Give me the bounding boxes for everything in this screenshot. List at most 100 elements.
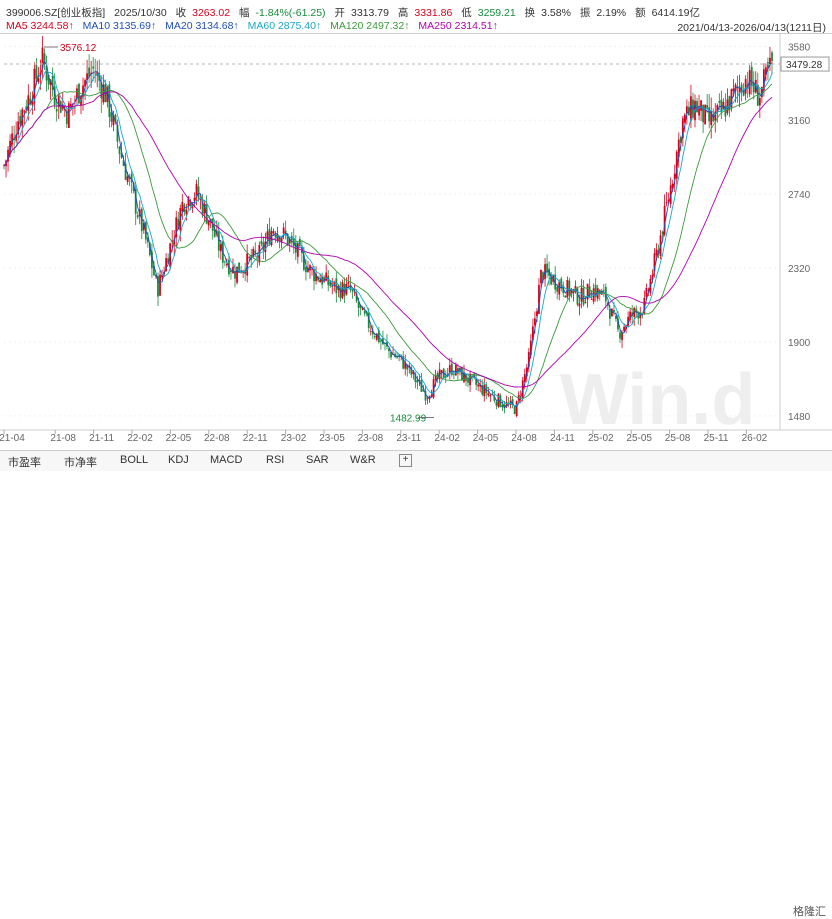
candle-body [479,384,482,387]
ma60-value: MA60 2875.40↑ [247,20,322,32]
candle-body [92,66,95,69]
candle-body [254,250,257,254]
candle-body [351,289,354,292]
candle-body [65,110,68,124]
candle-body [683,114,686,123]
wind-logo: Win.d [560,360,755,440]
candle-body [377,330,380,343]
candle-body [531,326,534,341]
candle-body [361,307,364,311]
candle-body [675,151,678,179]
candle-body [13,138,16,140]
candle-body [284,230,287,234]
candle-body [534,318,536,326]
candle-body [692,99,694,118]
candle-body [29,98,32,105]
candle-body [663,205,666,235]
high-label: 高 [397,7,409,19]
candle-body [234,270,236,279]
candle-body [501,405,504,408]
candle-body [432,379,435,398]
candle-body [643,297,646,314]
tab-pe[interactable]: 市盈率 [8,457,41,469]
candle-body [527,351,530,367]
candle-body [615,315,617,319]
x-tick-label: 22-05 [166,433,192,444]
candle-body [653,253,656,272]
tab-wr[interactable]: W&R [350,454,376,466]
high-value: 3331.86 [414,7,453,19]
candle-body [313,270,315,282]
tab-rsi[interactable]: RSI [266,454,285,466]
candle-body [155,274,157,277]
candle-body [219,244,222,252]
candle-body [369,330,372,332]
x-tick-label: 25-11 [704,433,729,444]
x-tick-label: 25-05 [626,433,652,444]
ma-row: MA5 3244.58↑ MA10 3135.69↑ MA20 3134.68↑… [6,20,504,32]
candle-body [203,203,206,214]
ma120-line [3,83,773,399]
amount-value: 6414.19亿 [651,7,701,19]
candle-body [118,146,121,154]
candle-body [602,289,605,291]
candle-body [582,287,585,305]
candle-body [760,86,763,98]
candle-body [106,86,109,102]
add-tab-button[interactable]: + [399,454,412,467]
candle-body [667,199,670,202]
candle-body [414,373,417,382]
candle-body [61,104,64,109]
candle-body [483,384,486,397]
candle-body [748,70,751,95]
candle-body [475,379,478,385]
candle-body [335,278,338,294]
candle-body [134,188,137,214]
candle-body [477,384,480,387]
candle-body [270,231,273,246]
candle-body [511,399,514,405]
candle-body [27,95,30,112]
candle-body [651,275,654,280]
candle-body [55,109,58,112]
candle-body [728,96,731,111]
candle-body [238,262,240,273]
candle-body [280,237,283,242]
candle-body [513,406,516,415]
ma250-value: MA250 2314.51↑ [418,20,498,32]
candle-body [523,373,526,383]
candle-body [41,47,44,69]
candle-body [86,73,88,81]
candle-body [47,74,50,85]
candle-body [762,69,765,91]
candle-body [398,354,401,357]
tab-pb[interactable]: 市净率 [64,457,97,469]
candle-body [114,114,117,123]
candle-body [621,332,623,341]
candle-body [187,196,190,206]
date-range: 2021/04/13-2026/04/13(1211日) [677,22,826,34]
candle-body [197,186,200,199]
candle-body [499,395,502,407]
tab-sar[interactable]: SAR [306,454,329,466]
candle-body [167,258,170,264]
candle-body [175,217,178,238]
candle-body [157,276,159,297]
candle-body [199,199,202,200]
x-tick-label: 26-02 [742,433,768,444]
tab-kdj[interactable]: KDJ [168,454,189,466]
tab-macd[interactable]: MACD [210,454,243,466]
candle-body [43,53,46,65]
close-value: 3263.02 [192,7,231,19]
candle-body [363,310,366,314]
y-tick-label: 2320 [788,264,811,275]
candle-body [617,318,619,330]
index-code: 399006.SZ[创业板指] [6,7,106,19]
candle-body [412,371,415,375]
candle-body [564,295,567,298]
chart-grid [4,45,780,417]
tab-boll[interactable]: BOLL [120,454,149,466]
candle-body [319,279,322,283]
y-tick-label: 2740 [788,190,811,201]
